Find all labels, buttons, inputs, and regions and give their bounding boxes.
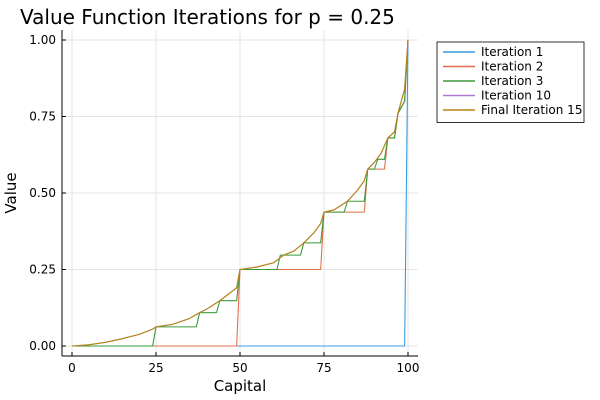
series-line-5 bbox=[71, 39, 409, 347]
grid-layer bbox=[62, 30, 418, 356]
legend-box bbox=[436, 41, 585, 123]
series-line-3 bbox=[72, 39, 409, 347]
legend-label: Final Iteration 15 bbox=[481, 103, 582, 117]
x-tick-label: 25 bbox=[148, 361, 163, 375]
y-tick-label: 1.00 bbox=[29, 33, 56, 47]
x-tick-label: 100 bbox=[397, 361, 420, 375]
x-tick-label: 50 bbox=[232, 361, 247, 375]
y-tick-label: 0.25 bbox=[29, 263, 56, 277]
legend-label: Iteration 10 bbox=[481, 89, 551, 103]
ticks-layer: 0 25 50 75 100 0.00 0.25 0.50 0.75 1.00 bbox=[29, 33, 419, 375]
x-tick-label: 0 bbox=[68, 361, 76, 375]
legend-label: Iteration 3 bbox=[481, 74, 543, 88]
legend-label: Iteration 2 bbox=[481, 60, 543, 74]
y-tick-label: 0.75 bbox=[29, 110, 56, 124]
x-tick-label: 75 bbox=[316, 361, 331, 375]
chart-title: Value Function Iterations for p = 0.25 bbox=[20, 5, 395, 29]
y-tick-label: 0.00 bbox=[29, 339, 56, 353]
series-layer bbox=[71, 39, 409, 347]
legend-label: Iteration 1 bbox=[481, 45, 543, 59]
x-axis-label: Capital bbox=[214, 377, 267, 395]
y-axis-label: Value bbox=[2, 172, 20, 213]
y-tick-label: 0.50 bbox=[29, 186, 56, 200]
